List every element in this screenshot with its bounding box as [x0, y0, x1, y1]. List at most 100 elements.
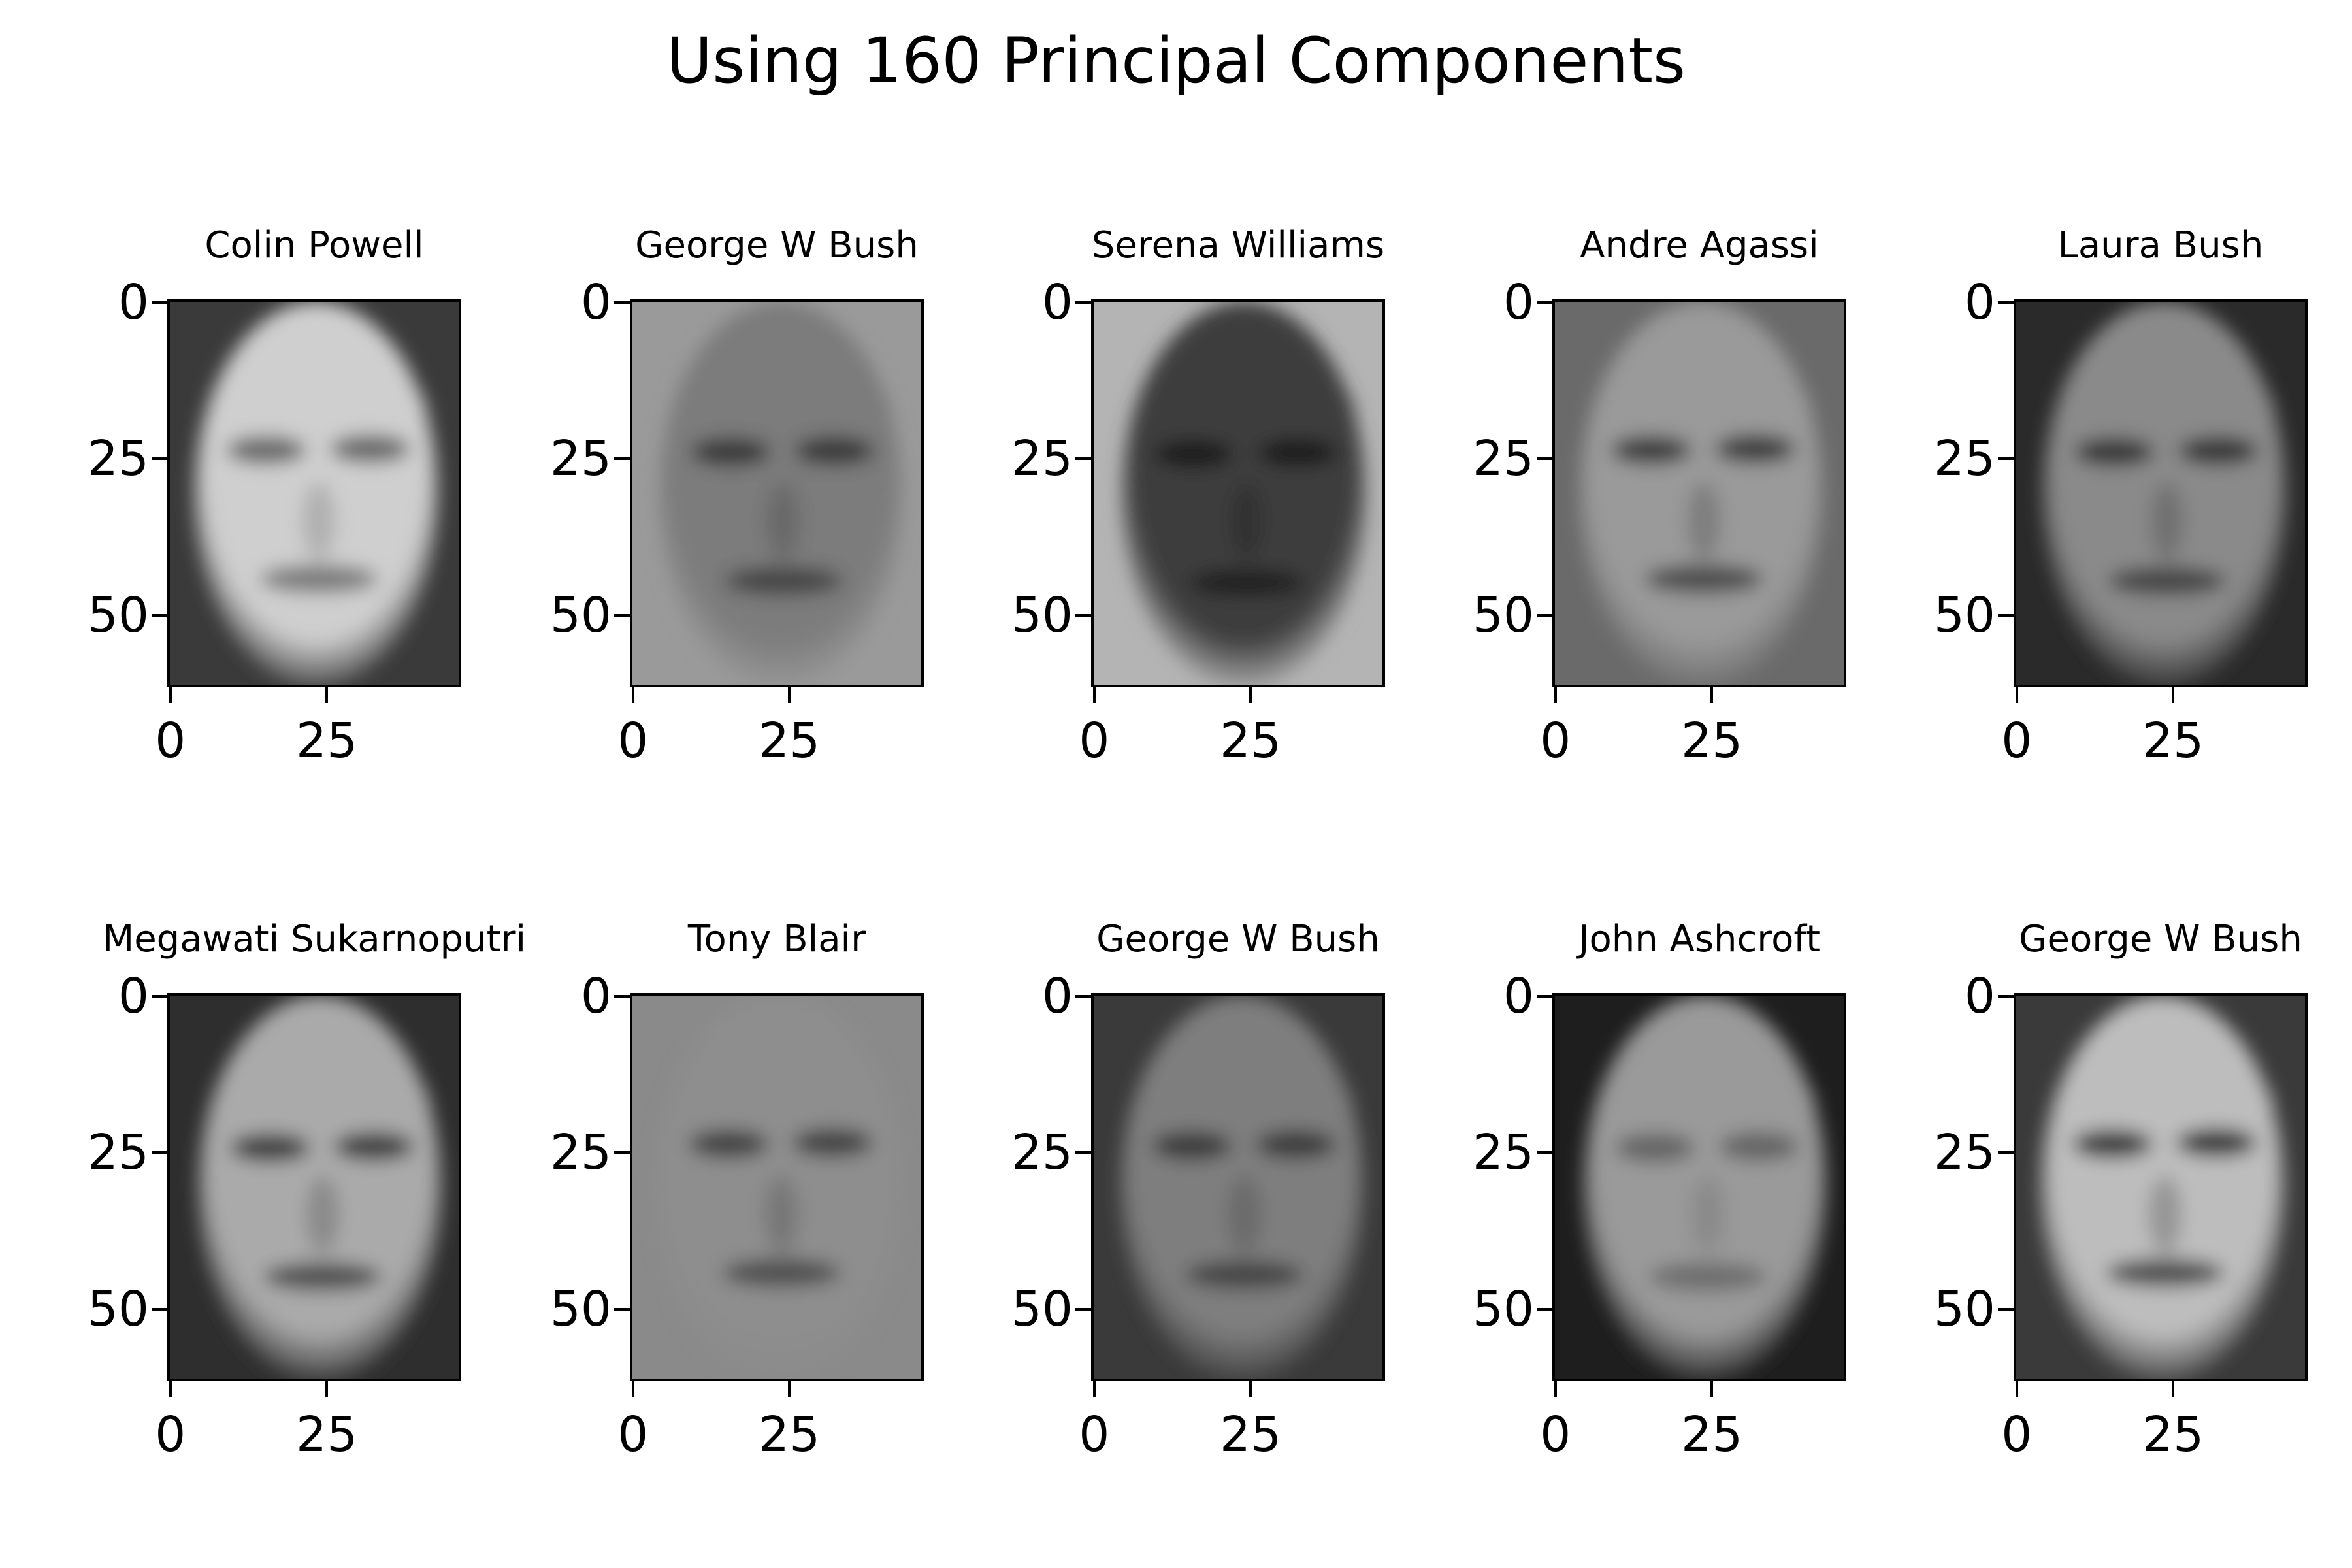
y-tick-mark [152, 1151, 167, 1154]
y-tick-label: 0 [1503, 968, 1534, 1024]
face-image [1555, 996, 1844, 1379]
subplot-panel: Colin Powell 0 25 50 0 25 [88, 225, 461, 767]
subplot-title: George W Bush [1096, 918, 1380, 960]
y-tick-mark [1998, 613, 2014, 617]
face-image [1094, 996, 1382, 1379]
y-tick-mark [614, 1151, 630, 1154]
y-tick-mark [1075, 457, 1091, 461]
x-tick-mark [325, 1381, 329, 1397]
x-tick-label: 25 [296, 1407, 358, 1463]
x-tick-mark [1092, 687, 1096, 703]
x-tick-mark [1249, 1381, 1252, 1397]
x-tick-label: 0 [617, 1407, 649, 1463]
y-tick-mark [1537, 457, 1552, 461]
y-tick-label: 50 [549, 587, 612, 644]
subplot-panel: Laura Bush 0 25 50 0 25 [1934, 225, 2308, 767]
y-tick-mark [152, 301, 167, 304]
x-tick-label: 25 [296, 713, 358, 769]
x-tick-mark [1249, 687, 1252, 703]
face-image [2016, 302, 2305, 685]
y-tick-label: 50 [1472, 587, 1534, 644]
x-tick-label: 25 [759, 713, 821, 769]
x-tick-mark [788, 687, 791, 703]
subplot-title: Serena Williams [1091, 224, 1385, 267]
axes-frame [1552, 993, 1846, 1381]
y-tick-mark [1998, 1151, 2014, 1154]
y-tick-label: 25 [1933, 1124, 1995, 1181]
x-tick-label: 25 [2142, 1407, 2204, 1463]
axes-frame [630, 993, 924, 1381]
y-tick-mark [152, 1307, 167, 1311]
x-tick-label: 0 [155, 713, 186, 769]
y-tick-mark [152, 994, 167, 998]
face-image [2016, 996, 2305, 1379]
y-tick-mark [1537, 1151, 1552, 1154]
axes-frame [1091, 299, 1385, 687]
subplot-title: Laura Bush [2057, 224, 2264, 267]
y-tick-label: 50 [1933, 587, 1995, 644]
x-tick-label: 0 [617, 713, 649, 769]
face-image [170, 996, 459, 1379]
y-tick-mark [1537, 994, 1552, 998]
x-tick-label: 25 [1220, 1407, 1282, 1463]
x-tick-label: 25 [2142, 713, 2204, 769]
y-tick-mark [1075, 1307, 1091, 1311]
subplot-title: Andre Agassi [1580, 224, 1819, 267]
x-tick-mark [2015, 1381, 2018, 1397]
y-tick-label: 25 [1472, 431, 1534, 487]
x-tick-label: 25 [1681, 1407, 1743, 1463]
y-tick-label: 50 [87, 1281, 149, 1337]
y-tick-mark [1075, 1151, 1091, 1154]
face-image [170, 302, 459, 685]
x-tick-label: 0 [2001, 713, 2033, 769]
x-tick-label: 0 [1079, 1407, 1110, 1463]
subplot-title: Colin Powell [204, 224, 424, 267]
subplot-title: Tony Blair [687, 918, 866, 960]
y-tick-mark [1075, 994, 1091, 998]
subplot-panel: Tony Blair 0 25 50 0 25 [550, 919, 924, 1461]
x-tick-mark [1710, 687, 1714, 703]
x-tick-label: 25 [1681, 713, 1743, 769]
y-tick-label: 50 [1933, 1281, 1995, 1337]
y-tick-mark [614, 613, 630, 617]
y-tick-label: 0 [1964, 968, 1995, 1024]
subplot-panel: George W Bush 0 25 50 0 25 [1011, 919, 1385, 1461]
figure-title: Using 160 Principal Components [666, 24, 1686, 97]
y-tick-label: 25 [549, 1124, 612, 1181]
face-image [632, 996, 921, 1379]
y-tick-label: 0 [118, 968, 149, 1024]
y-tick-label: 0 [1041, 274, 1073, 331]
y-tick-mark [152, 457, 167, 461]
x-tick-mark [631, 1381, 634, 1397]
y-tick-label: 25 [549, 431, 612, 487]
y-tick-label: 50 [87, 587, 149, 644]
x-tick-mark [1710, 1381, 1714, 1397]
axes-frame [2014, 299, 2308, 687]
x-tick-label: 0 [1540, 713, 1571, 769]
y-tick-label: 50 [1011, 587, 1073, 644]
axes-frame [167, 993, 461, 1381]
y-tick-mark [1075, 613, 1091, 617]
y-tick-label: 25 [1011, 431, 1073, 487]
subplot-panel: Andre Agassi 0 25 50 0 25 [1473, 225, 1846, 767]
axes-frame [2014, 993, 2308, 1381]
y-tick-label: 0 [1041, 968, 1073, 1024]
subplot-panel: George W Bush 0 25 50 0 25 [550, 225, 924, 767]
y-tick-mark [1998, 994, 2014, 998]
y-tick-label: 0 [580, 274, 612, 331]
subplot-panel: Serena Williams 0 25 50 0 25 [1011, 225, 1385, 767]
x-tick-mark [2172, 1381, 2175, 1397]
x-tick-mark [325, 687, 329, 703]
y-tick-mark [1998, 457, 2014, 461]
x-tick-mark [2172, 687, 2175, 703]
axes-frame [1091, 993, 1385, 1381]
y-tick-label: 25 [1011, 1124, 1073, 1181]
y-tick-mark [1075, 301, 1091, 304]
x-tick-label: 25 [759, 1407, 821, 1463]
subplot-title: George W Bush [2019, 918, 2302, 960]
y-tick-label: 50 [1011, 1281, 1073, 1337]
subplot-panel: John Ashcroft 0 25 50 0 25 [1473, 919, 1846, 1461]
x-tick-mark [788, 1381, 791, 1397]
x-tick-label: 25 [1220, 713, 1282, 769]
y-tick-mark [152, 613, 167, 617]
